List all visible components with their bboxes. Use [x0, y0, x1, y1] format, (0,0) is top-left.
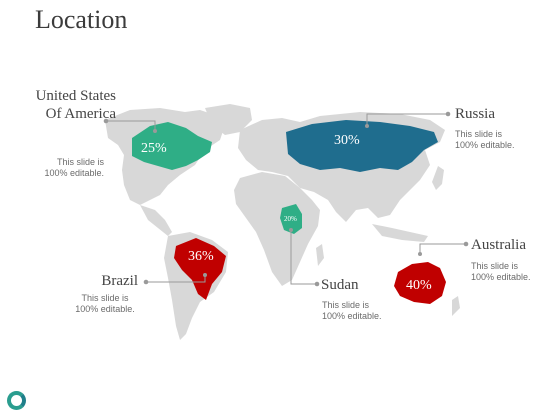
sudan-desc-line1: This slide is	[322, 300, 370, 310]
usa-canada-highlight	[132, 122, 212, 170]
usa-label-line1: United States	[35, 88, 116, 104]
australia-leader-line	[419, 243, 466, 254]
russia-label: Russia	[455, 106, 496, 122]
russia-percent: 30%	[334, 133, 360, 148]
usa-description: This slide is 100% editable.	[20, 157, 104, 179]
russia-highlight	[286, 120, 438, 172]
russia-map-dot	[365, 124, 369, 128]
russia-dot	[445, 111, 451, 117]
japan-land	[432, 166, 444, 190]
russia-leader-line	[366, 113, 448, 126]
russia-desc-line1: This slide is	[455, 129, 503, 139]
usa-leader-line	[106, 120, 156, 131]
australia-description: This slide is 100% editable.	[471, 261, 531, 283]
usa-percent: 25%	[141, 141, 167, 156]
brazil-leader-line	[146, 275, 206, 283]
leader-lines	[106, 113, 466, 285]
southeast-asia-islands	[372, 224, 428, 242]
madagascar-land	[316, 244, 324, 266]
slide-title: Location	[35, 5, 128, 34]
usa-map-dot	[153, 129, 157, 133]
usa-desc-line2: 100% editable.	[44, 168, 104, 178]
brazil-desc-line2: 100% editable.	[75, 304, 135, 314]
sudan-description: This slide is 100% editable.	[322, 300, 382, 322]
brazil-description: This slide is 100% editable.	[68, 293, 142, 315]
usa-dot	[103, 118, 109, 124]
sudan-leader-line	[290, 230, 317, 285]
sudan-desc-line2: 100% editable.	[322, 311, 382, 321]
australia-desc-line1: This slide is	[471, 261, 519, 271]
usa-label-line2: Of America	[45, 106, 116, 122]
brazil-label: Brazil	[101, 273, 138, 289]
sudan-map-dot	[289, 228, 293, 232]
usa-label: United States Of America	[18, 87, 116, 123]
sudan-percent: 20%	[284, 215, 297, 223]
greenland-land	[205, 104, 252, 135]
russia-description: This slide is 100% editable.	[455, 129, 515, 151]
australia-highlight	[394, 262, 446, 304]
brazil-map-dot	[203, 273, 207, 277]
ring-logo-icon	[7, 391, 26, 410]
brazil-highlight	[174, 238, 226, 300]
australia-percent: 40%	[406, 278, 432, 293]
marker-dots	[103, 111, 469, 287]
sudan-highlight	[280, 204, 302, 234]
australia-dot	[463, 241, 469, 247]
sudan-label: Sudan	[321, 277, 359, 293]
usa-desc-line1: This slide is	[56, 157, 104, 167]
sudan-dot	[314, 281, 320, 287]
australia-label: Australia	[471, 237, 526, 253]
brazil-desc-line1: This slide is	[81, 293, 129, 303]
central-america-land	[140, 205, 172, 236]
australia-map-dot	[418, 252, 422, 256]
new-zealand-land	[452, 296, 460, 316]
africa-land	[234, 172, 320, 286]
brazil-percent: 36%	[188, 249, 214, 264]
australia-desc-line2: 100% editable.	[471, 272, 531, 282]
russia-desc-line2: 100% editable.	[455, 140, 515, 150]
brazil-dot	[143, 279, 149, 285]
